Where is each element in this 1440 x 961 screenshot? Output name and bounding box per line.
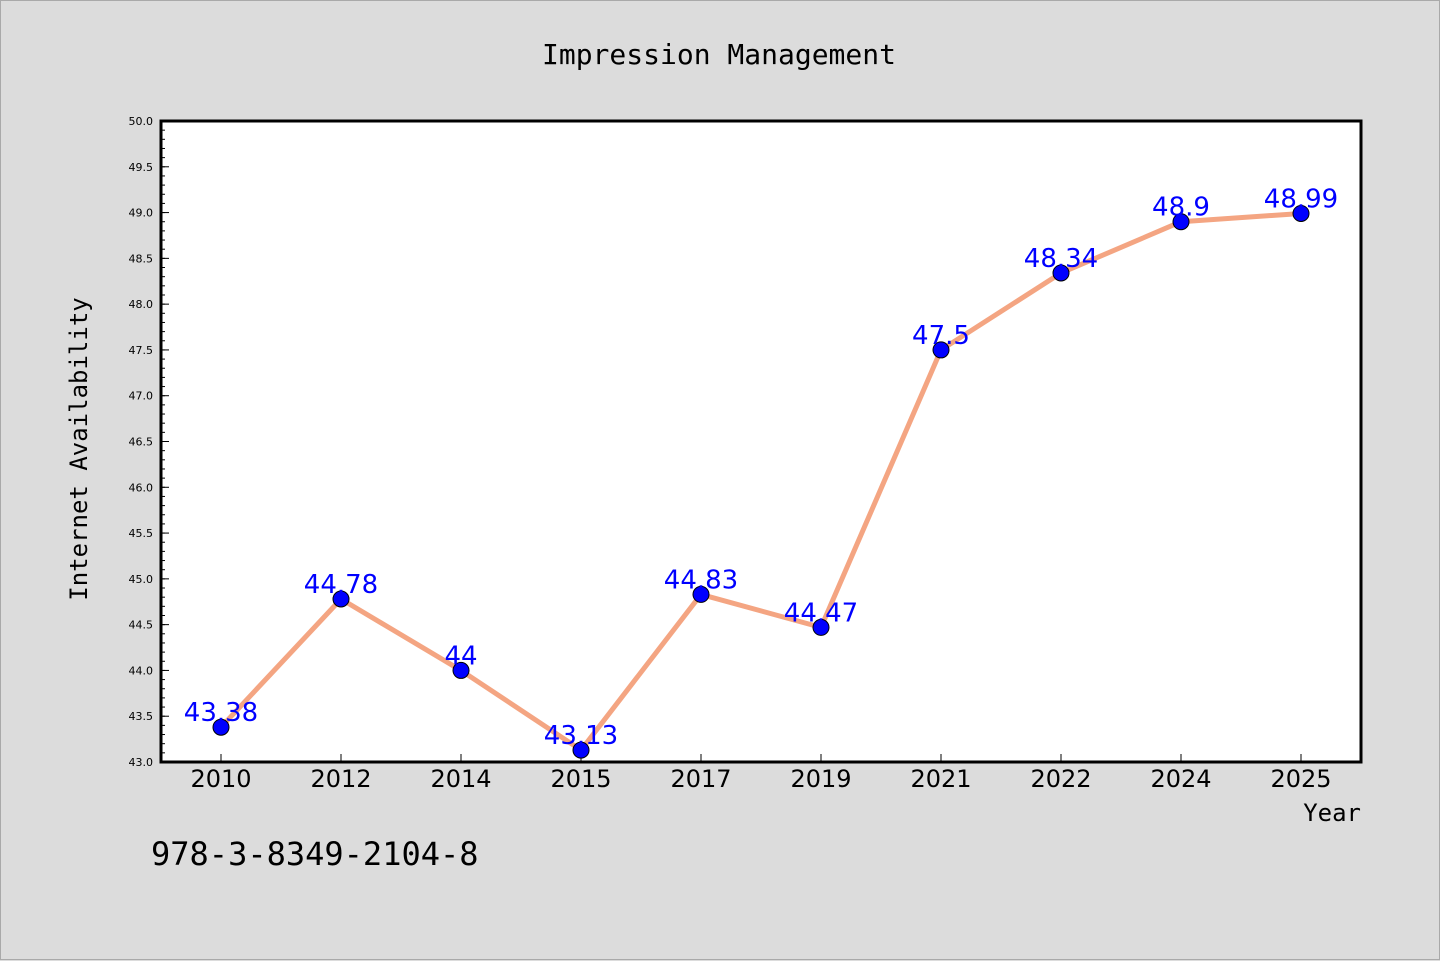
x-tick-label: 2010: [190, 765, 251, 793]
data-label: 44.47: [784, 598, 858, 628]
x-tick-label: 2019: [790, 765, 851, 793]
data-point: [572, 741, 590, 759]
data-label: 43.13: [544, 721, 618, 751]
y-axis-label: Internet Availability: [65, 297, 93, 600]
data-point: [1052, 264, 1070, 282]
x-tick-label: 2012: [310, 765, 371, 793]
x-tick-label: 2015: [550, 765, 611, 793]
y-tick-label: 46.5: [129, 436, 154, 449]
data-point: [1292, 204, 1310, 222]
data-label: 44: [444, 641, 477, 671]
data-label: 43.38: [184, 698, 258, 728]
data-label: 44.83: [664, 565, 738, 595]
data-label-layer: 43.38 44.78 44 43.13 44.83 44.47 47.5 48.34 48.9…: [184, 184, 1338, 751]
x-tick-label: 2024: [1150, 765, 1211, 793]
y-tick-label: 49.0: [129, 207, 154, 220]
x-tick-label: 2017: [670, 765, 731, 793]
series-line: [218, 210, 1304, 753]
y-tick-label: 45.0: [129, 573, 154, 586]
x-axis-label: Year: [1303, 799, 1361, 827]
x-tick-label: 2021: [910, 765, 971, 793]
isbn-text: 978-3-8349-2104-8: [151, 835, 479, 873]
data-label: 48.34: [1024, 244, 1098, 274]
y-tick-label: 43.5: [129, 710, 154, 723]
data-label: 48.99: [1264, 184, 1338, 214]
y-tick-label: 50.0: [129, 115, 154, 128]
x-tick-label: 2014: [430, 765, 491, 793]
data-label: 44.78: [304, 570, 378, 600]
y-axis: 43.0 43.5 44.0 44.5 45.0 45.5 46.0 46.5 47.0 47.5…: [129, 115, 169, 769]
y-tick-label: 48.0: [129, 298, 154, 311]
data-point: [452, 661, 470, 679]
y-tick-label: 47.5: [129, 344, 154, 357]
data-point: [692, 585, 710, 603]
data-point: [332, 590, 350, 608]
y-tick-label: 46.0: [129, 481, 154, 494]
chart-title: Impression Management: [542, 38, 896, 71]
y-tick-label: 48.5: [129, 252, 154, 265]
data-point: [932, 341, 950, 359]
y-tick-label: 49.5: [129, 161, 154, 174]
series-layer: [212, 204, 1310, 759]
y-tick-label: 44.5: [129, 619, 154, 632]
x-tick-label: 2022: [1030, 765, 1091, 793]
x-tick-label: 2025: [1270, 765, 1331, 793]
data-point: [812, 618, 830, 636]
data-label: 48.9: [1152, 193, 1210, 223]
data-label: 47.5: [912, 321, 970, 351]
data-point: [212, 718, 230, 736]
y-tick-label: 47.0: [129, 390, 154, 403]
x-axis: 2010 2012 2014 2015 2017 2019 2021 2022 2024 2025: [190, 754, 1332, 793]
y-tick-label: 45.5: [129, 527, 154, 540]
y-tick-label: 43.0: [129, 756, 154, 769]
y-tick-label: 44.0: [129, 664, 154, 677]
data-point: [1172, 213, 1190, 231]
